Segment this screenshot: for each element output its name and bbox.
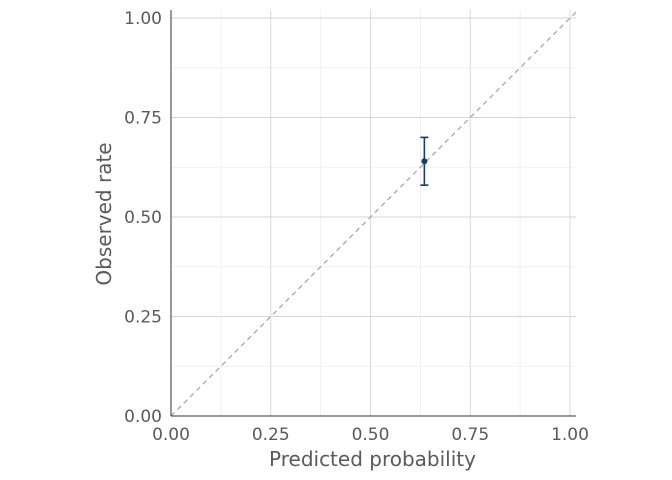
y-axis-title: Observed rate — [92, 142, 116, 285]
x-tick-label: 0.75 — [451, 425, 489, 445]
x-tick-labels: 0.00 0.25 0.50 0.75 1.00 — [152, 425, 589, 445]
x-tick-label: 1.00 — [551, 425, 589, 445]
y-tick-label: 0.00 — [124, 407, 162, 427]
y-tick-label: 0.75 — [124, 109, 162, 129]
y-tick-labels: 0.00 0.25 0.50 0.75 1.00 — [124, 9, 162, 427]
reference-line-group — [170, 11, 577, 417]
y-tick-label: 1.00 — [124, 9, 162, 29]
axes — [170, 10, 576, 417]
x-tick-label: 0.25 — [252, 425, 290, 445]
x-axis-title: Predicted probability — [269, 447, 476, 471]
x-tick-label: 0.50 — [352, 425, 390, 445]
minor-gridlines — [171, 10, 576, 416]
major-gridlines — [170, 10, 576, 417]
y-tick-label: 0.50 — [124, 208, 162, 228]
x-tick-label: 0.00 — [152, 425, 190, 445]
identity-reference-line — [170, 11, 577, 417]
data-marks — [420, 136, 429, 186]
data-point — [421, 158, 428, 165]
y-tick-label: 0.25 — [124, 308, 162, 328]
